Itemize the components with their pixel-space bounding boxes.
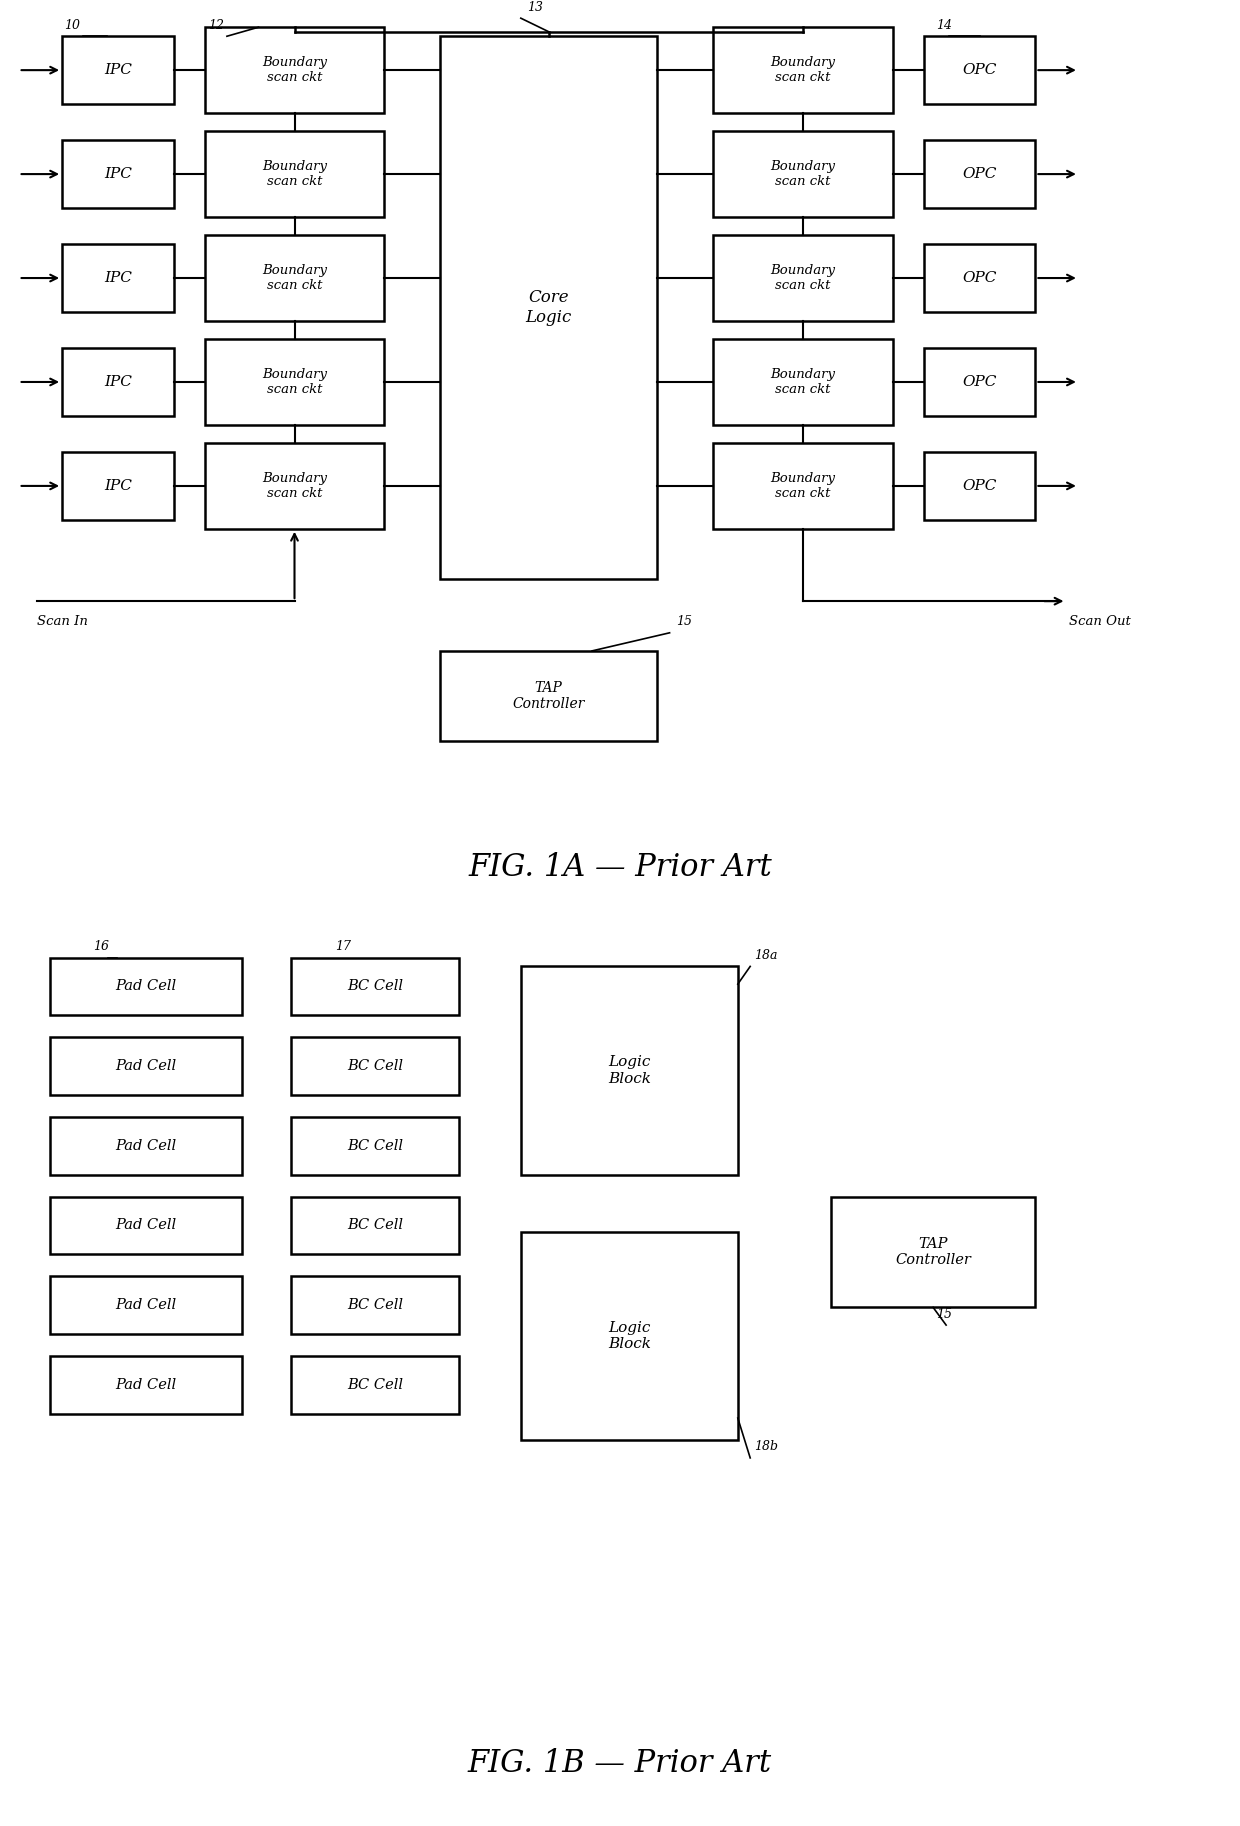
Text: Boundary
scan ckt: Boundary scan ckt — [770, 369, 836, 396]
Bar — [924, 141, 1035, 208]
Bar — [291, 1037, 459, 1096]
Text: OPC: OPC — [962, 270, 997, 285]
Bar — [713, 236, 893, 321]
Bar — [291, 1276, 459, 1335]
Bar — [50, 1118, 242, 1174]
Bar — [205, 236, 384, 321]
Text: Logic
Block: Logic Block — [608, 1055, 651, 1086]
Text: BC Cell: BC Cell — [347, 979, 403, 993]
Text: 13: 13 — [527, 0, 543, 13]
Text: IPC: IPC — [104, 168, 131, 181]
Text: 15: 15 — [936, 1307, 952, 1320]
Text: Logic
Block: Logic Block — [608, 1320, 651, 1351]
Text: IPC: IPC — [104, 374, 131, 389]
Text: FIG. 1B — Prior Art: FIG. 1B — Prior Art — [467, 1747, 773, 1779]
Text: IPC: IPC — [104, 64, 131, 77]
Text: Boundary
scan ckt: Boundary scan ckt — [262, 161, 327, 188]
Text: Scan In: Scan In — [37, 615, 88, 628]
Bar — [924, 349, 1035, 416]
Text: BC Cell: BC Cell — [347, 1298, 403, 1313]
Bar — [62, 349, 174, 416]
Bar — [291, 957, 459, 1015]
Text: Pad Cell: Pad Cell — [115, 979, 176, 993]
Bar — [291, 1196, 459, 1254]
Text: OPC: OPC — [962, 478, 997, 493]
Bar — [440, 650, 657, 741]
Text: Core
Logic: Core Logic — [526, 289, 572, 325]
Bar — [205, 444, 384, 530]
Text: IPC: IPC — [104, 270, 131, 285]
Bar — [205, 27, 384, 113]
Text: 18a: 18a — [754, 950, 777, 962]
Text: 17: 17 — [335, 940, 351, 953]
Bar — [50, 957, 242, 1015]
Text: Boundary
scan ckt: Boundary scan ckt — [262, 471, 327, 500]
Text: OPC: OPC — [962, 374, 997, 389]
Bar — [831, 1196, 1035, 1307]
Bar — [50, 1196, 242, 1254]
Text: Scan Out: Scan Out — [1069, 615, 1131, 628]
Bar — [291, 1118, 459, 1174]
Bar — [440, 37, 657, 579]
Text: Boundary
scan ckt: Boundary scan ckt — [262, 369, 327, 396]
Text: TAP
Controller: TAP Controller — [895, 1236, 971, 1267]
Bar — [924, 453, 1035, 520]
Bar — [924, 37, 1035, 104]
Text: Boundary
scan ckt: Boundary scan ckt — [770, 161, 836, 188]
Bar — [713, 27, 893, 113]
Bar — [205, 340, 384, 425]
Text: Pad Cell: Pad Cell — [115, 1218, 176, 1233]
Bar — [205, 131, 384, 217]
Text: 15: 15 — [676, 615, 692, 628]
Text: Boundary
scan ckt: Boundary scan ckt — [770, 57, 836, 84]
Text: OPC: OPC — [962, 168, 997, 181]
Bar — [713, 340, 893, 425]
Bar — [62, 453, 174, 520]
Bar — [50, 1037, 242, 1096]
Text: TAP
Controller: TAP Controller — [512, 681, 585, 710]
Text: Pad Cell: Pad Cell — [115, 1379, 176, 1391]
Text: Boundary
scan ckt: Boundary scan ckt — [262, 265, 327, 292]
Text: BC Cell: BC Cell — [347, 1059, 403, 1074]
Bar — [62, 37, 174, 104]
Bar — [713, 444, 893, 530]
Text: BC Cell: BC Cell — [347, 1139, 403, 1152]
Bar — [924, 245, 1035, 312]
Text: IPC: IPC — [104, 478, 131, 493]
Text: 18b: 18b — [754, 1441, 777, 1453]
Text: 14: 14 — [936, 18, 952, 31]
Bar — [521, 1233, 738, 1441]
Bar — [713, 131, 893, 217]
Text: FIG. 1A — Prior Art: FIG. 1A — Prior Art — [469, 853, 771, 884]
Bar — [62, 245, 174, 312]
Text: Pad Cell: Pad Cell — [115, 1139, 176, 1152]
Text: BC Cell: BC Cell — [347, 1218, 403, 1233]
Text: Boundary
scan ckt: Boundary scan ckt — [770, 471, 836, 500]
Bar — [521, 966, 738, 1174]
Text: Boundary
scan ckt: Boundary scan ckt — [262, 57, 327, 84]
Bar — [291, 1357, 459, 1413]
Bar — [50, 1276, 242, 1335]
Text: Boundary
scan ckt: Boundary scan ckt — [770, 265, 836, 292]
Text: Pad Cell: Pad Cell — [115, 1298, 176, 1313]
Text: 10: 10 — [64, 18, 81, 31]
Bar — [50, 1357, 242, 1413]
Text: 16: 16 — [93, 940, 109, 953]
Text: BC Cell: BC Cell — [347, 1379, 403, 1391]
Text: OPC: OPC — [962, 64, 997, 77]
Text: 12: 12 — [208, 18, 224, 31]
Text: Pad Cell: Pad Cell — [115, 1059, 176, 1074]
Bar — [62, 141, 174, 208]
